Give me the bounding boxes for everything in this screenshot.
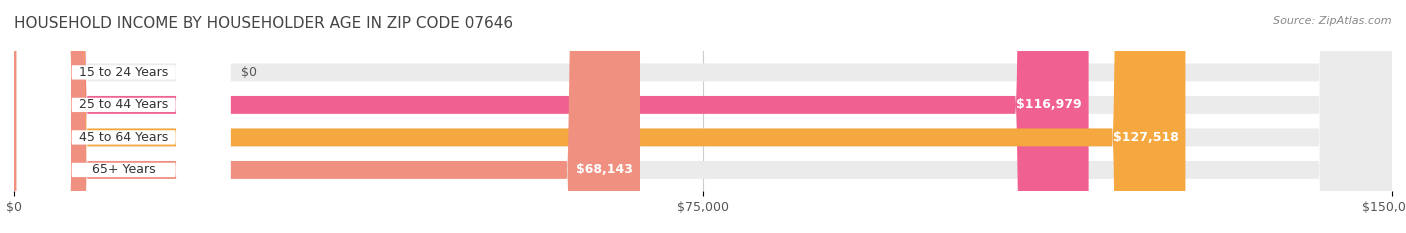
Text: $0: $0	[242, 66, 257, 79]
Text: Source: ZipAtlas.com: Source: ZipAtlas.com	[1274, 16, 1392, 26]
FancyBboxPatch shape	[14, 0, 1392, 233]
Text: $116,979: $116,979	[1017, 98, 1081, 111]
Text: 25 to 44 Years: 25 to 44 Years	[79, 98, 169, 111]
FancyBboxPatch shape	[14, 0, 1392, 233]
FancyBboxPatch shape	[17, 0, 231, 233]
Text: 45 to 64 Years: 45 to 64 Years	[79, 131, 169, 144]
FancyBboxPatch shape	[17, 0, 231, 233]
FancyBboxPatch shape	[14, 0, 640, 233]
FancyBboxPatch shape	[14, 0, 1392, 233]
Text: $68,143: $68,143	[576, 163, 633, 176]
Text: 65+ Years: 65+ Years	[91, 163, 156, 176]
Text: $127,518: $127,518	[1112, 131, 1178, 144]
FancyBboxPatch shape	[17, 0, 231, 233]
Text: 15 to 24 Years: 15 to 24 Years	[79, 66, 169, 79]
FancyBboxPatch shape	[14, 0, 1392, 233]
FancyBboxPatch shape	[17, 0, 231, 233]
Text: HOUSEHOLD INCOME BY HOUSEHOLDER AGE IN ZIP CODE 07646: HOUSEHOLD INCOME BY HOUSEHOLDER AGE IN Z…	[14, 16, 513, 31]
FancyBboxPatch shape	[14, 0, 1185, 233]
FancyBboxPatch shape	[14, 0, 1088, 233]
